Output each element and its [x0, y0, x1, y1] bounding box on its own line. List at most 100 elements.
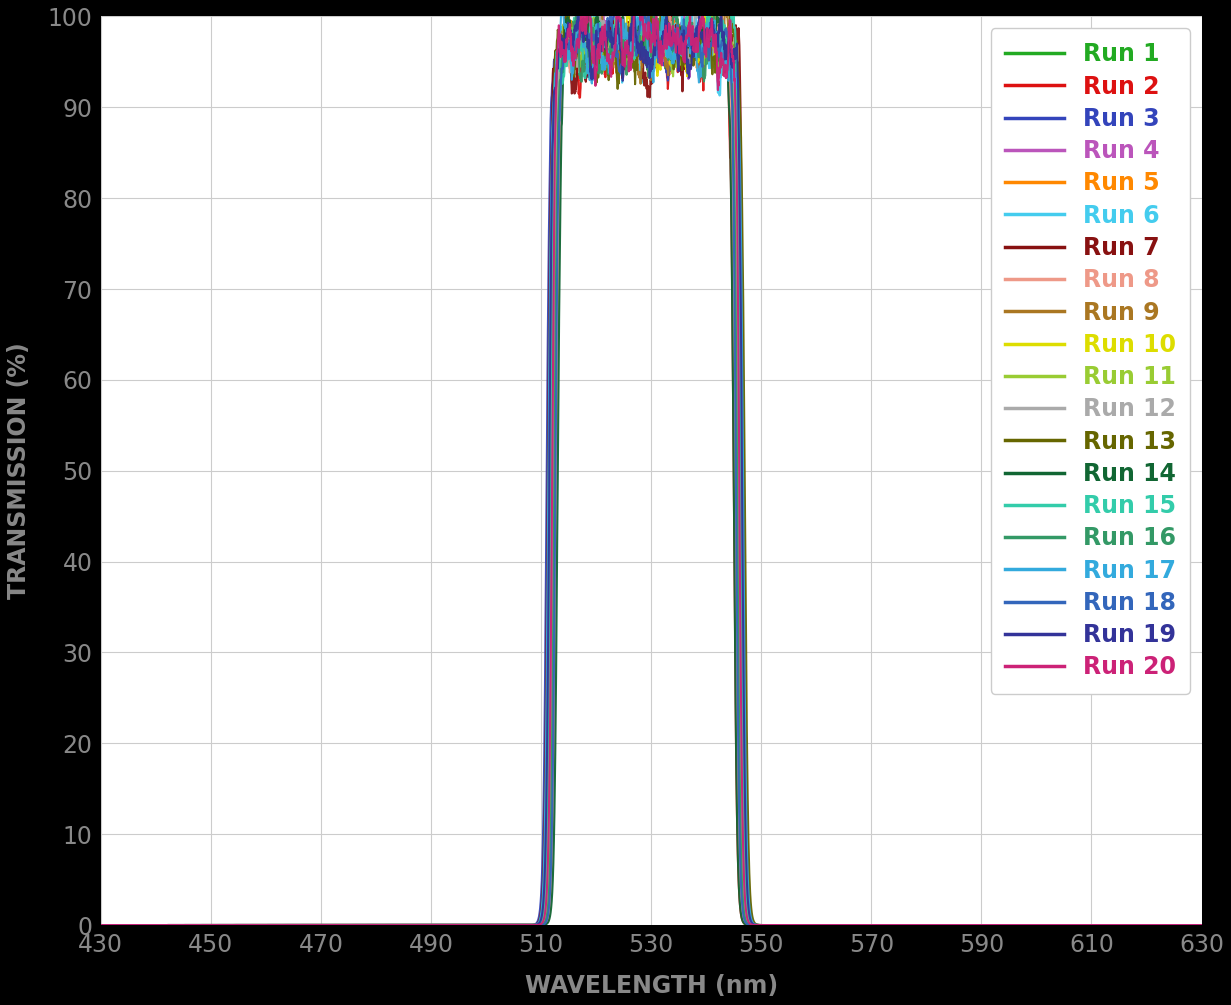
Run 2 — [565, 32, 580, 44]
Run 15 — [556, 72, 571, 84]
Line: Run 8: Run 8 — [101, 16, 1201, 925]
Run 7 — [1105, 919, 1120, 931]
Run 10 — [565, 34, 580, 46]
Run 12 — [1161, 919, 1176, 931]
Run 12 — [94, 919, 108, 931]
Line: Run 4: Run 4 — [101, 8, 1201, 925]
Run 17 — [555, 0, 570, 11]
Run 6 — [617, 37, 632, 49]
Run 12 — [565, 59, 580, 71]
Run 20 — [894, 919, 908, 931]
Run 6 — [556, 36, 571, 48]
Run 4 — [565, 35, 580, 47]
Run 12 — [643, 0, 657, 9]
Run 12 — [556, 35, 571, 47]
Run 10 — [94, 919, 108, 931]
Run 15 — [565, 29, 580, 41]
Run 16 — [666, 0, 681, 8]
Run 4 — [1194, 919, 1209, 931]
Run 18 — [617, 50, 632, 62]
Run 6 — [1105, 919, 1120, 931]
Run 13 — [1105, 919, 1120, 931]
Line: Run 15: Run 15 — [101, 11, 1201, 925]
Run 9 — [1194, 919, 1209, 931]
Run 11 — [1194, 919, 1209, 931]
Run 16 — [1105, 919, 1120, 931]
Line: Run 9: Run 9 — [101, 2, 1201, 925]
Run 1 — [1161, 919, 1176, 931]
Run 8 — [894, 919, 908, 931]
Run 6 — [565, 66, 580, 78]
Run 15 — [94, 919, 108, 931]
Run 16 — [1161, 919, 1176, 931]
Run 5 — [617, 32, 632, 44]
Run 19 — [1105, 919, 1120, 931]
Run 20 — [1161, 919, 1176, 931]
Run 9 — [556, 25, 571, 37]
Run 10 — [1194, 919, 1209, 931]
Run 20 — [94, 919, 108, 931]
Run 6 — [894, 919, 908, 931]
Run 20 — [556, 47, 571, 59]
Run 18 — [894, 919, 908, 931]
Run 7 — [565, 86, 580, 98]
Run 13 — [1161, 919, 1176, 931]
Run 8 — [1105, 919, 1120, 931]
Run 16 — [556, 49, 571, 61]
Line: Run 14: Run 14 — [101, 11, 1201, 925]
Run 20 — [1194, 919, 1209, 931]
Run 4 — [556, 60, 571, 72]
Run 11 — [556, 21, 571, 33]
Run 9 — [1105, 919, 1120, 931]
Run 19 — [1161, 919, 1176, 931]
Run 3 — [94, 919, 108, 931]
Run 14 — [94, 919, 108, 931]
Run 15 — [1194, 919, 1209, 931]
Run 4 — [1161, 919, 1176, 931]
Run 1 — [565, 15, 580, 27]
Run 3 — [617, 43, 632, 55]
Run 13 — [94, 919, 108, 931]
Run 4 — [617, 40, 632, 52]
Run 3 — [1194, 919, 1209, 931]
Run 4 — [1105, 919, 1120, 931]
Line: Run 5: Run 5 — [101, 0, 1201, 925]
Run 19 — [617, 59, 632, 71]
Run 14 — [1194, 919, 1209, 931]
Run 11 — [1161, 919, 1176, 931]
Line: Run 7: Run 7 — [101, 0, 1201, 925]
Run 11 — [565, 22, 580, 34]
Run 17 — [894, 919, 908, 931]
Run 5 — [712, 0, 726, 4]
Run 17 — [1161, 919, 1176, 931]
Run 5 — [556, 35, 571, 47]
Run 13 — [657, 0, 672, 4]
Run 12 — [1105, 919, 1120, 931]
Run 12 — [617, 38, 632, 50]
Y-axis label: TRANSMISSION (%): TRANSMISSION (%) — [7, 343, 31, 599]
Run 12 — [894, 919, 908, 931]
Run 11 — [894, 919, 908, 931]
Run 10 — [894, 919, 908, 931]
Line: Run 18: Run 18 — [101, 3, 1201, 925]
Run 10 — [620, 0, 635, 7]
Run 6 — [1161, 919, 1176, 931]
Run 5 — [1194, 919, 1209, 931]
Line: Run 3: Run 3 — [101, 6, 1201, 925]
Run 5 — [1161, 919, 1176, 931]
Run 18 — [1194, 919, 1209, 931]
Run 14 — [1161, 919, 1176, 931]
Run 11 — [1105, 919, 1120, 931]
Run 7 — [556, 35, 571, 47]
Run 15 — [724, 5, 739, 17]
Line: Run 13: Run 13 — [101, 0, 1201, 925]
Run 9 — [719, 0, 734, 8]
Run 14 — [894, 919, 908, 931]
Run 8 — [1161, 919, 1176, 931]
Run 7 — [894, 919, 908, 931]
Run 7 — [1161, 919, 1176, 931]
Run 12 — [1194, 919, 1209, 931]
Run 20 — [628, 0, 643, 4]
Run 13 — [1194, 919, 1209, 931]
Run 1 — [94, 919, 108, 931]
